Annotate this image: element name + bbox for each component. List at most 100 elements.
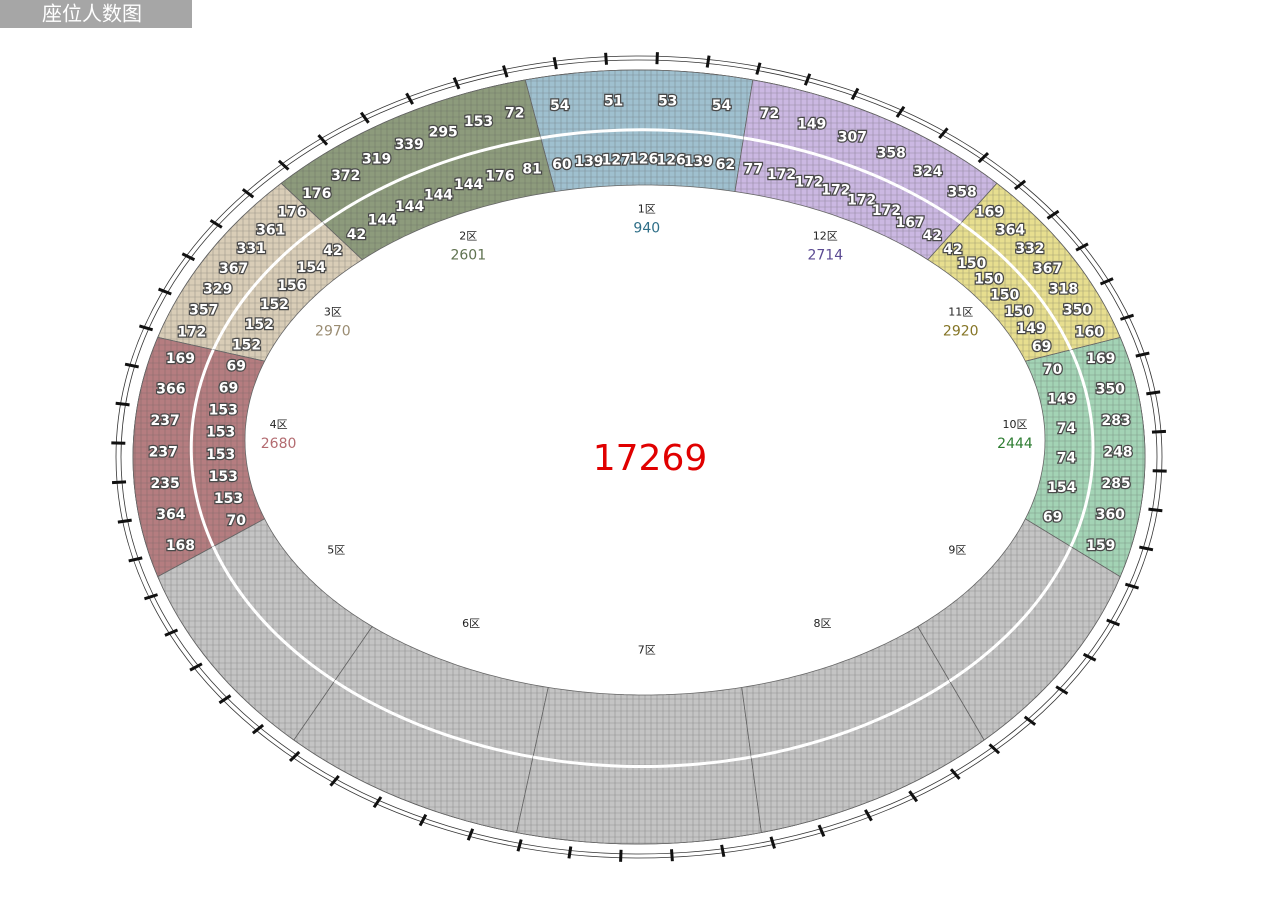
block-count: 126 [656, 152, 685, 168]
block-count: 172 [794, 174, 823, 190]
block-count: 153 [209, 402, 238, 418]
zone-label: 2区 [459, 230, 477, 243]
rim-tick [817, 824, 826, 837]
rim-tick [164, 628, 179, 637]
block-count: 53 [658, 94, 677, 110]
block-count: 152 [245, 317, 274, 333]
block-count: 42 [323, 243, 342, 259]
rim-tick [329, 774, 340, 787]
block-count: 149 [1016, 321, 1045, 337]
block-count: 69 [1043, 509, 1062, 525]
zone-label: 12区 [813, 230, 838, 243]
block-count: 160 [1075, 325, 1104, 341]
block-count: 150 [974, 271, 1003, 287]
block-count: 358 [877, 145, 906, 161]
rim-tick [405, 92, 414, 105]
block-count: 331 [237, 241, 266, 257]
rim-tick [755, 62, 762, 75]
zone-total: 2970 [315, 323, 351, 339]
rim-tick [502, 65, 509, 78]
zone-hatch [157, 183, 363, 362]
rim-tick [705, 55, 711, 68]
tier-aisle [540, 128, 744, 140]
rim-tick [288, 750, 301, 762]
zone-total: 2601 [450, 248, 486, 264]
rim-tick [189, 662, 203, 672]
block-count: 361 [256, 222, 285, 238]
zone-label: 8区 [813, 617, 831, 630]
rim-tick [466, 828, 475, 841]
block-count: 364 [156, 507, 185, 523]
block-count: 42 [943, 242, 962, 258]
block-count: 358 [947, 185, 976, 201]
block-count: 172 [821, 183, 850, 199]
rim-tick [720, 844, 726, 858]
block-count: 62 [716, 157, 735, 173]
rim-tick [1151, 429, 1167, 434]
zone-label: 9区 [948, 544, 966, 557]
block-count: 169 [975, 204, 1004, 220]
zone-total: 2714 [807, 248, 843, 264]
block-count: 350 [1063, 303, 1092, 319]
rim-tick [1046, 209, 1060, 220]
block-count: 307 [838, 130, 867, 146]
block-count: 360 [1096, 507, 1125, 523]
rim-tick [769, 836, 776, 849]
stadium-rings [111, 52, 1167, 862]
block-count: 152 [260, 297, 289, 313]
rim-tick [115, 401, 130, 407]
block-count: 144 [368, 212, 397, 228]
block-count: 144 [424, 187, 453, 203]
block-count: 167 [895, 215, 924, 231]
block-count: 77 [744, 161, 763, 177]
zone-hatch [735, 79, 997, 260]
block-count: 72 [505, 105, 524, 121]
rim-tick [803, 73, 812, 86]
block-count: 153 [206, 425, 235, 441]
block-count: 154 [297, 260, 326, 276]
block-count: 74 [1057, 421, 1077, 437]
rim-tick [111, 480, 127, 485]
block-count: 172 [767, 167, 796, 183]
zone-total: 2680 [261, 436, 297, 452]
rim-tick [949, 768, 961, 780]
block-count: 169 [1086, 351, 1115, 367]
block-count: 237 [149, 444, 178, 460]
zone-hatch [293, 626, 549, 833]
block-count: 372 [331, 168, 360, 184]
rim-tick [117, 518, 132, 524]
rim-tick [988, 743, 1001, 755]
block-count: 172 [847, 192, 876, 208]
rim-tick [359, 111, 370, 124]
zone-label: 11区 [948, 305, 973, 318]
block-count: 127 [602, 152, 631, 168]
block-count: 169 [166, 351, 195, 367]
block-count: 318 [1049, 281, 1078, 297]
zone-hatch [741, 626, 985, 833]
block-count: 149 [1047, 391, 1076, 407]
outer-ring [115, 55, 1163, 859]
rim-tick [552, 56, 558, 70]
rim-tick [218, 694, 232, 705]
rim-tick [1082, 652, 1097, 662]
block-count: 153 [464, 114, 493, 130]
zone-label: 10区 [1003, 418, 1028, 431]
tier-aisle [322, 136, 541, 225]
zone-hatch [281, 79, 555, 260]
rim-tick [317, 134, 329, 146]
block-count: 139 [684, 154, 713, 170]
rim-tick [938, 127, 949, 140]
rim-tick [895, 105, 906, 118]
block-count: 172 [177, 325, 206, 341]
rim-tick [1119, 313, 1135, 321]
rim-tick [1135, 351, 1150, 358]
block-count: 339 [395, 137, 424, 153]
block-count: 72 [760, 106, 779, 122]
zone-hatch [1025, 337, 1145, 577]
block-count: 237 [151, 413, 180, 429]
rim-tick [181, 252, 196, 262]
block-count: 60 [552, 157, 572, 173]
total-seats: 17269 [593, 438, 708, 479]
rim-tick [1106, 618, 1121, 627]
